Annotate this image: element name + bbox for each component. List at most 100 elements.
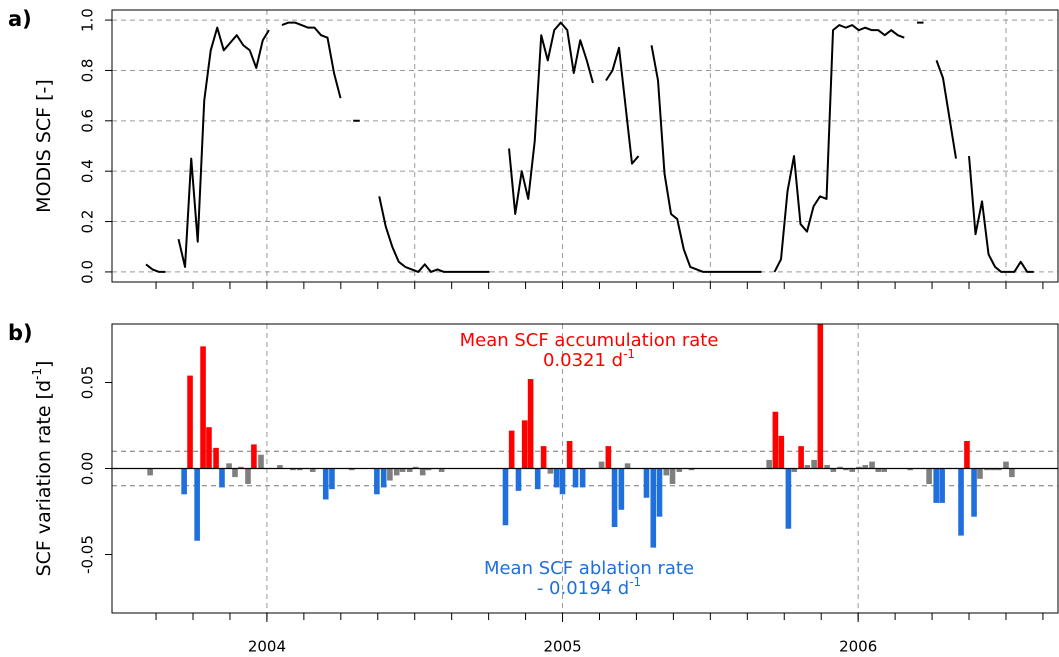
bar <box>380 468 387 488</box>
bar <box>348 468 355 471</box>
bar <box>798 446 804 469</box>
y-axis-label-text: MODIS SCF [-] <box>33 79 55 213</box>
y-tick-label: 0.05 <box>79 366 97 399</box>
bar <box>996 468 1002 471</box>
bar <box>290 468 296 471</box>
bar <box>527 379 534 469</box>
bar <box>200 346 206 469</box>
bar <box>977 468 983 479</box>
bar <box>926 468 932 484</box>
bar <box>187 375 193 469</box>
bar <box>277 465 283 469</box>
annotation-text: - 0.0194 d <box>537 578 629 599</box>
bar <box>194 468 200 541</box>
bar <box>875 468 882 472</box>
y-tick-label: -0.05 <box>79 535 97 574</box>
bar <box>958 468 964 536</box>
y-axis-label-text: SCF variation rate [d <box>33 380 55 576</box>
x-tick-label: 2005 <box>543 638 581 656</box>
bar <box>791 468 798 472</box>
y-axis-label-sup: -1 <box>30 368 44 380</box>
annotation-sup: -1 <box>629 575 641 589</box>
y-tick-label: 0.00 <box>79 452 97 485</box>
bar <box>572 468 579 488</box>
y-axis-label: SCF variation rate [d-1] <box>30 361 55 577</box>
bar <box>624 463 631 469</box>
bar <box>387 468 393 481</box>
annotation: 0.0321 d-1 <box>543 347 635 372</box>
bar <box>438 468 445 472</box>
bar <box>939 468 945 503</box>
bar <box>251 444 257 469</box>
bar <box>521 420 528 469</box>
annotation: - 0.0194 d-1 <box>537 575 641 600</box>
bar <box>772 411 779 469</box>
bar <box>559 468 566 495</box>
bar <box>933 468 940 503</box>
bar <box>843 468 849 471</box>
bar <box>296 468 303 471</box>
bar <box>849 468 856 472</box>
bar <box>824 465 830 469</box>
bar <box>964 440 970 469</box>
bar <box>971 468 977 517</box>
bar <box>881 468 887 472</box>
bar <box>393 468 400 476</box>
bar <box>238 466 244 469</box>
panel-label: b) <box>8 321 33 345</box>
bar <box>245 468 251 484</box>
bar <box>605 446 612 469</box>
bar <box>785 468 792 529</box>
bars <box>147 324 1015 548</box>
scf-line <box>145 21 1034 273</box>
y-axis-label: MODIS SCF [-] <box>33 79 55 213</box>
bar <box>508 430 515 469</box>
panel-label: a) <box>8 7 32 31</box>
y-tick-label: 0.6 <box>79 109 97 133</box>
plot-frame <box>111 323 1059 614</box>
annotation-sup: -1 <box>623 347 635 361</box>
bar <box>502 468 509 526</box>
y-tick-label: 0.8 <box>79 59 97 83</box>
bar <box>374 468 380 495</box>
bar <box>837 466 843 469</box>
bar <box>540 446 547 469</box>
bar <box>406 468 413 472</box>
x-tick-label: 2006 <box>839 638 877 656</box>
annotation: Mean SCF accumulation rate <box>460 330 719 351</box>
bar <box>778 435 785 469</box>
y-tick-label: 1.0 <box>79 8 97 32</box>
bar <box>990 468 996 471</box>
bar <box>399 468 406 472</box>
bar <box>547 468 554 474</box>
bar <box>811 459 817 469</box>
bar <box>258 454 264 469</box>
bar <box>669 468 676 484</box>
plot-frame <box>111 9 1059 283</box>
y-tick-label: 0.4 <box>79 159 97 183</box>
bar <box>147 468 153 476</box>
bar <box>766 459 772 469</box>
bar <box>656 468 663 517</box>
x-tick-label: 2004 <box>248 638 286 656</box>
bar <box>219 468 225 488</box>
y-tick-label: 0.0 <box>79 260 97 284</box>
bar <box>598 461 605 469</box>
bar <box>309 468 316 472</box>
bar <box>862 465 869 469</box>
bar <box>515 468 522 491</box>
bar <box>419 468 426 476</box>
bar <box>611 468 618 527</box>
bar <box>830 468 837 472</box>
y-axis-label-end: ] <box>33 361 55 368</box>
bar <box>907 468 913 471</box>
bar <box>232 468 238 478</box>
bar <box>663 468 670 476</box>
bar <box>804 465 811 469</box>
bar <box>412 466 419 469</box>
bar <box>869 461 875 469</box>
bar <box>329 468 335 490</box>
bar <box>643 468 650 498</box>
bar <box>534 468 541 490</box>
